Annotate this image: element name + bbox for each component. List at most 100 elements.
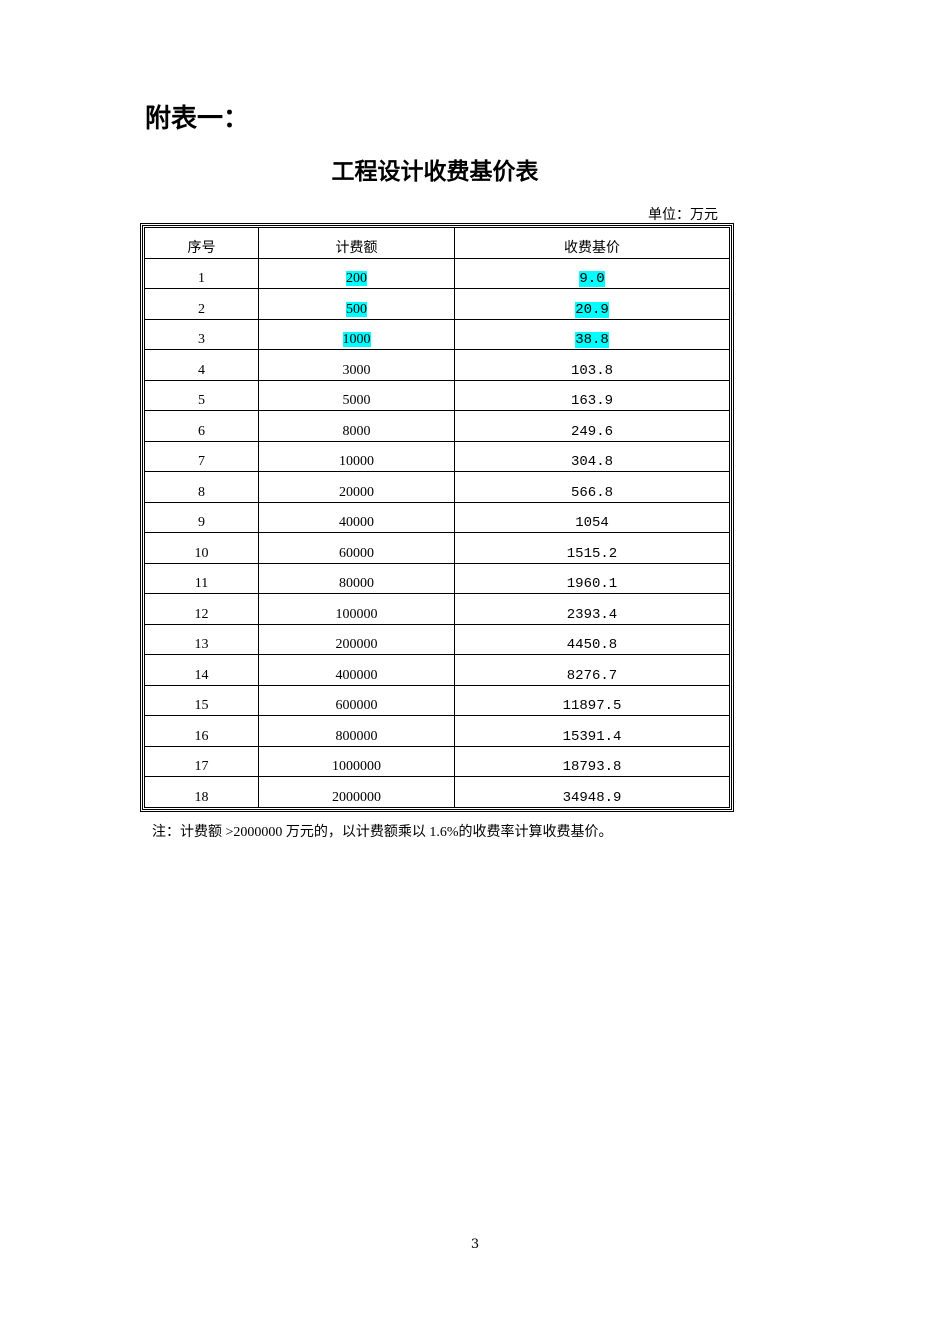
cell-text: 9 [198, 515, 205, 530]
fee-amount-cell: 20000 [258, 471, 455, 503]
appendix-heading: 附表一： [145, 104, 250, 134]
base-fee-cell: 8276.7 [454, 654, 730, 686]
cell-text: 100000 [335, 606, 378, 622]
cell-text: 8276.7 [566, 667, 618, 684]
cell-text: 163.9 [570, 393, 613, 409]
cell-text: 80000 [339, 576, 374, 591]
cell-text: 1000 [342, 332, 371, 347]
base-fee-cell: 566.8 [454, 471, 730, 503]
fee-amount-cell: 200000 [258, 623, 455, 655]
fee-table: 序号 计费额 收费基价 1 200 9.0 2 500 20.9 3 1000 38.8 4 300… [140, 223, 734, 812]
table-row: 13 200000 4450.8 [144, 623, 730, 655]
row-number-cell: 13 [144, 623, 259, 655]
base-fee-cell: 304.8 [454, 440, 730, 472]
table-row: 9 40000 1054 [144, 501, 730, 533]
fee-amount-cell: 1000000 [258, 745, 455, 777]
cell-text: 2393.4 [566, 606, 618, 623]
row-number-cell: 11 [144, 562, 259, 594]
cell-text: 34948.9 [562, 789, 622, 806]
fee-amount-cell: 80000 [258, 562, 455, 594]
fee-amount-cell: 1000 [258, 318, 455, 350]
cell-text: 500 [346, 301, 367, 317]
table-row: 8 20000 566.8 [144, 471, 730, 503]
base-fee-cell: 1515.2 [454, 532, 730, 564]
row-number-cell: 10 [144, 532, 259, 564]
cell-text: 15 [194, 698, 209, 713]
cell-text: 8 [198, 484, 205, 500]
base-fee-cell: 11897.5 [454, 684, 730, 716]
row-number-cell: 14 [144, 654, 259, 686]
fee-amount-cell: 8000 [258, 410, 455, 442]
cell-text: 9.0 [579, 271, 605, 287]
base-fee-cell: 20.9 [454, 288, 730, 320]
cell-text: 18 [194, 789, 209, 805]
cell-text: 10000 [339, 454, 374, 469]
table-row: 4 3000 103.8 [144, 349, 730, 381]
cell-text: 2 [198, 301, 205, 317]
fee-amount-cell: 200 [258, 257, 455, 289]
fee-amount-cell: 10000 [258, 440, 455, 472]
row-number-cell: 3 [144, 318, 259, 350]
table-header-row: 序号 计费额 收费基价 [144, 227, 730, 259]
cell-text: 13 [194, 637, 209, 652]
cell-text: 249.6 [570, 423, 613, 440]
cell-text: 5000 [342, 393, 371, 408]
cell-text: 1515.2 [566, 545, 618, 562]
fee-amount-cell: 400000 [258, 654, 455, 686]
cell-text: 800000 [335, 728, 378, 744]
row-number-cell: 9 [144, 501, 259, 533]
row-number-cell: 6 [144, 410, 259, 442]
cell-text: 4 [198, 362, 205, 378]
fee-amount-cell: 3000 [258, 349, 455, 381]
cell-text: 10 [194, 545, 209, 561]
cell-text: 15391.4 [562, 728, 622, 745]
header-cell: 收费基价 [454, 227, 730, 259]
table-row: 10 60000 1515.2 [144, 532, 730, 564]
row-number-cell: 17 [144, 745, 259, 777]
base-fee-cell: 163.9 [454, 379, 730, 411]
cell-text: 17 [194, 759, 209, 774]
cell-text: 1000000 [332, 759, 381, 774]
cell-text: 20.9 [575, 301, 609, 318]
cell-text: 14 [194, 667, 209, 683]
cell-text: 3000 [342, 362, 371, 378]
row-number-cell: 18 [144, 776, 259, 808]
fee-amount-cell: 800000 [258, 715, 455, 747]
table-row: 15 600000 11897.5 [144, 684, 730, 716]
table-row: 7 10000 304.8 [144, 440, 730, 472]
fee-amount-cell: 100000 [258, 593, 455, 625]
table-row: 17 1000000 18793.8 [144, 745, 730, 777]
table-row: 18 2000000 34948.9 [144, 776, 730, 808]
page-number: 3 [470, 1237, 480, 1252]
table-title: 工程设计收费基价表 [331, 159, 539, 185]
table-row: 1 200 9.0 [144, 257, 730, 289]
base-fee-cell: 2393.4 [454, 593, 730, 625]
row-number-cell: 15 [144, 684, 259, 716]
cell-text: 38.8 [575, 332, 609, 348]
base-fee-cell: 1054 [454, 501, 730, 533]
unit-label: 单位：万元 [648, 207, 718, 223]
cell-text: 2000000 [332, 789, 381, 805]
fee-amount-cell: 5000 [258, 379, 455, 411]
row-number-cell: 5 [144, 379, 259, 411]
fee-amount-cell: 40000 [258, 501, 455, 533]
cell-text: 3 [198, 332, 205, 347]
base-fee-cell: 1960.1 [454, 562, 730, 594]
cell-text: 16 [194, 728, 209, 744]
base-fee-cell: 15391.4 [454, 715, 730, 747]
fee-amount-cell: 600000 [258, 684, 455, 716]
cell-text: 18793.8 [562, 759, 622, 775]
table-row: 12 100000 2393.4 [144, 593, 730, 625]
table-row: 11 80000 1960.1 [144, 562, 730, 594]
row-number-cell: 8 [144, 471, 259, 503]
header-cell: 序号 [144, 227, 259, 259]
cell-text: 5 [198, 393, 205, 408]
cell-text: 1 [198, 271, 205, 286]
base-fee-cell: 38.8 [454, 318, 730, 350]
row-number-cell: 2 [144, 288, 259, 320]
cell-text: 11 [194, 576, 209, 591]
cell-text: 7 [198, 454, 205, 469]
cell-text: 8000 [342, 423, 371, 439]
cell-text: 304.8 [570, 454, 613, 470]
table-row: 3 1000 38.8 [144, 318, 730, 350]
